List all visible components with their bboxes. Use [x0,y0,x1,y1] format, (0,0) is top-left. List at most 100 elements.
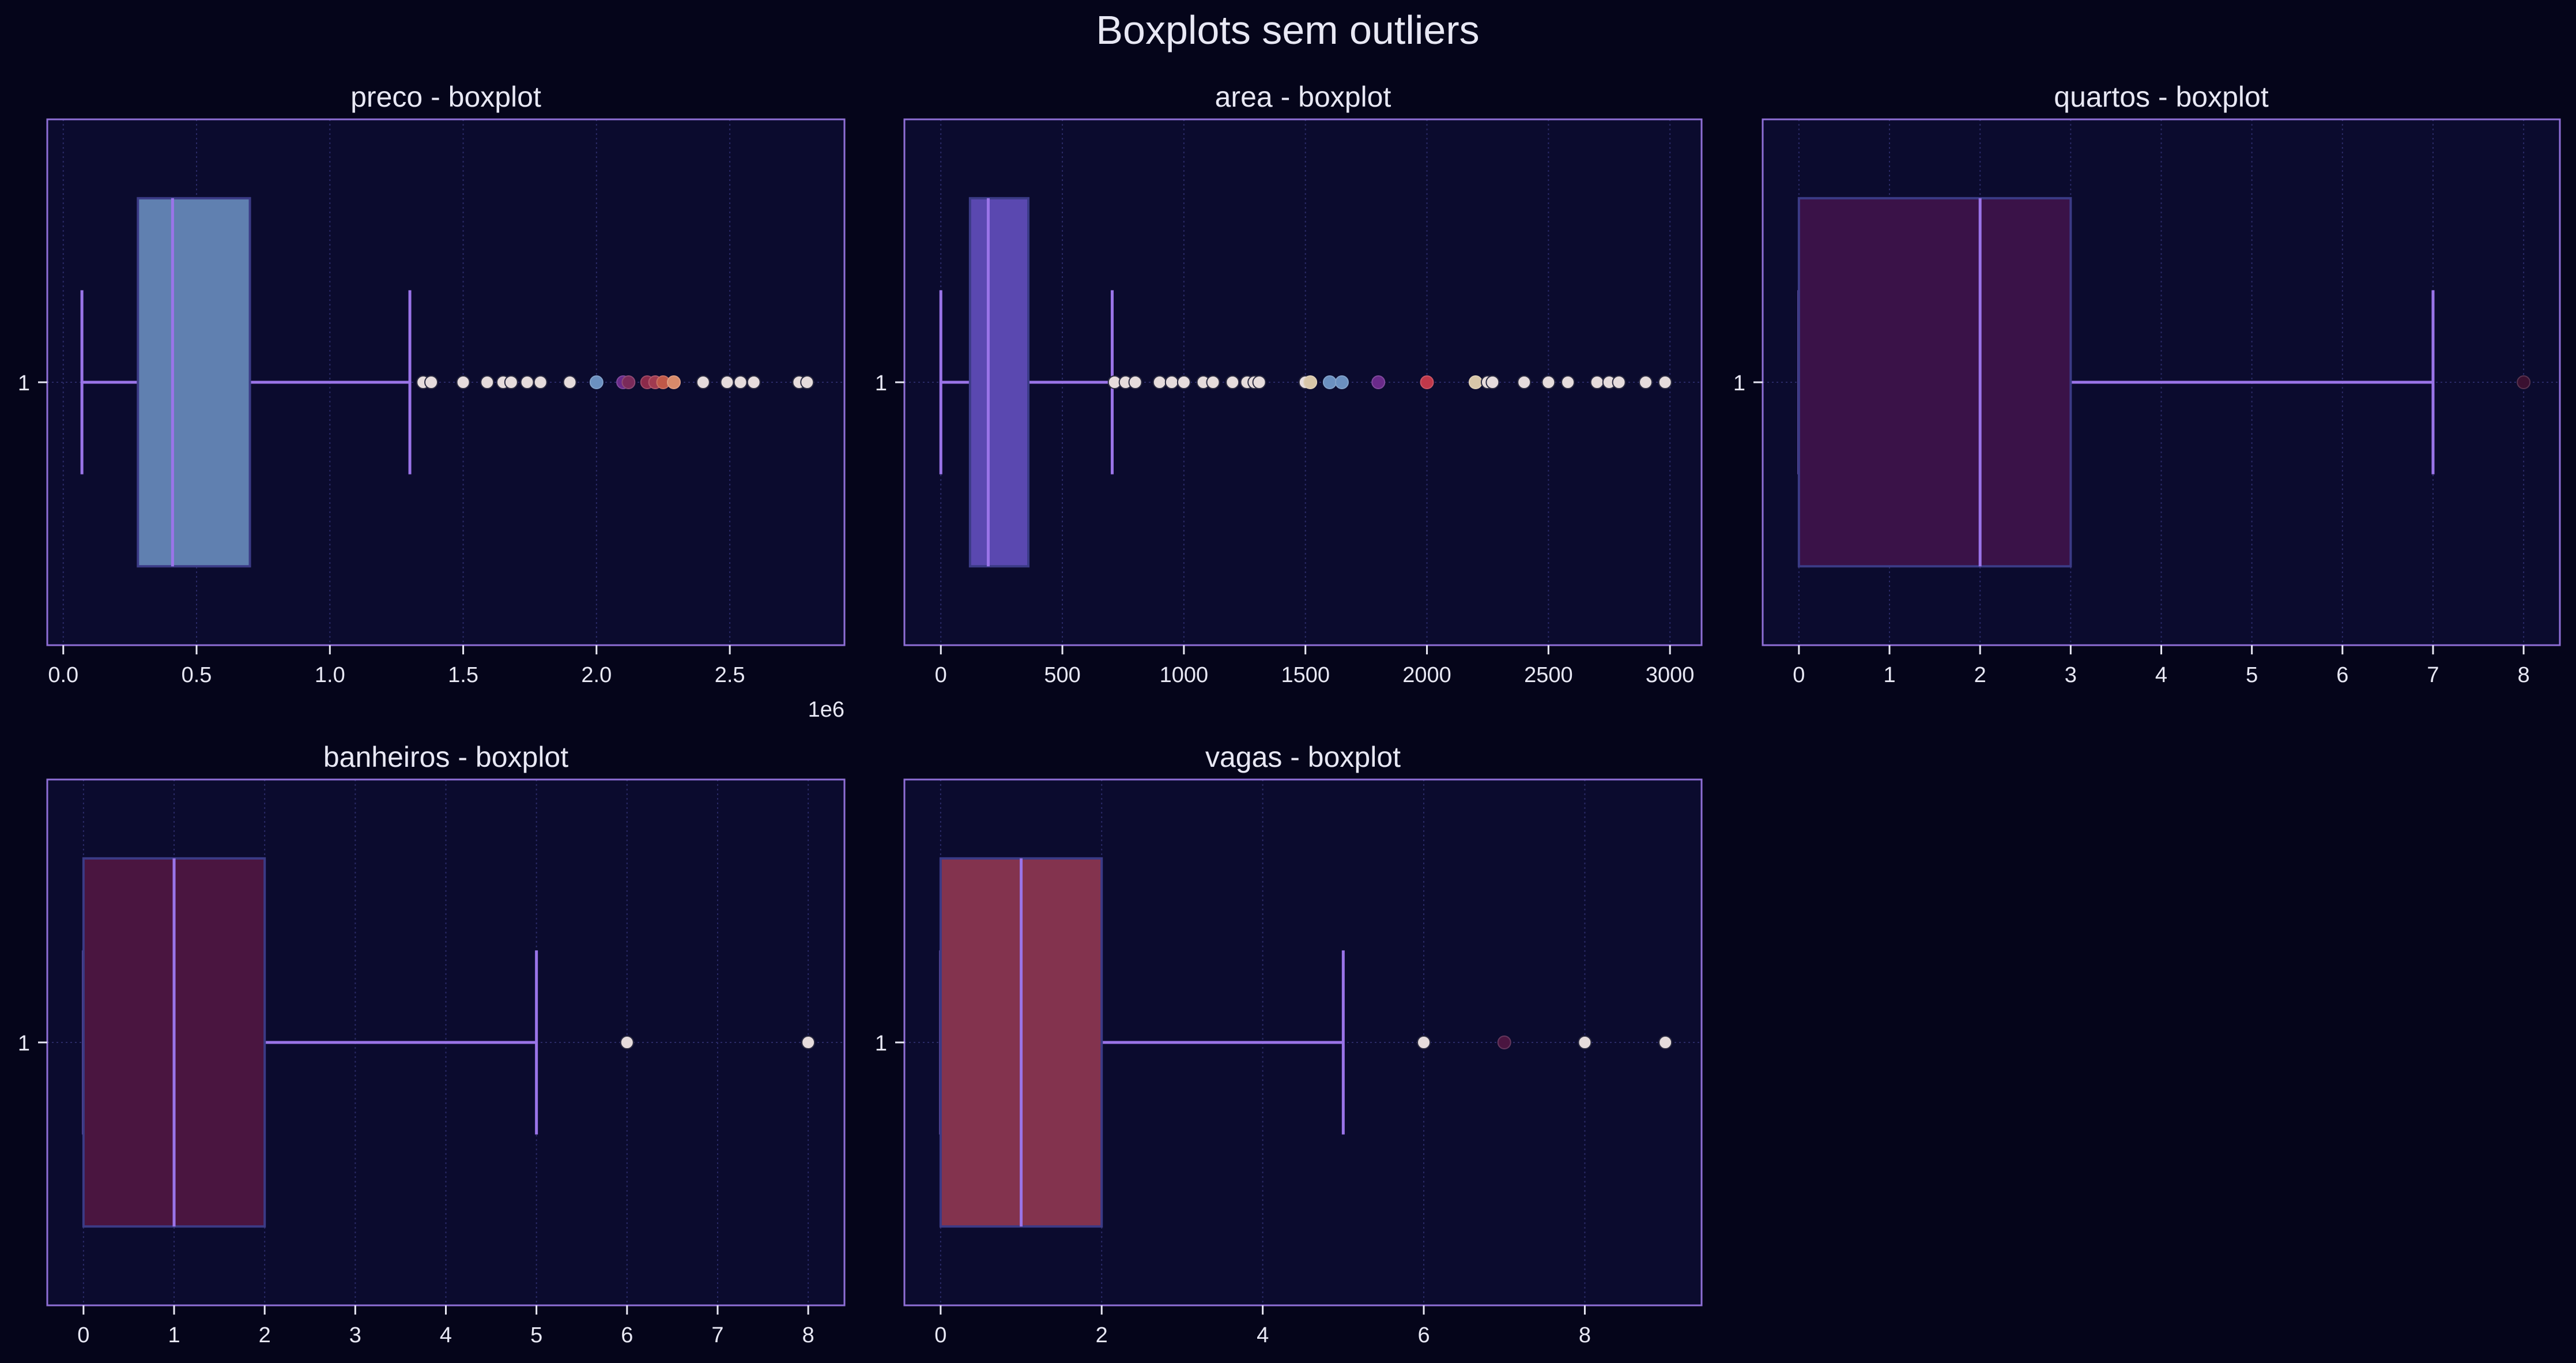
outlier-point [1225,375,1240,389]
outlier-point [480,375,495,389]
x-tick-label: 500 [1044,663,1080,687]
y-tick-label: 1 [1733,371,1745,396]
y-tick-label: 1 [875,1031,887,1056]
box [968,197,1030,568]
y-tick-label: 1 [18,371,30,396]
subplot-title: quartos - boxplot [2054,81,2269,113]
outlier-point [800,375,814,389]
outlier-point [1590,375,1604,389]
x-tick-label: 0 [934,1323,946,1347]
y-tick-label: 1 [18,1031,30,1056]
x-tick-label: 1 [168,1323,180,1347]
outlier-point [1128,375,1142,389]
outlier-point [1578,1036,1592,1049]
box [137,197,251,568]
outlier-point [1485,375,1500,389]
x-tick-label: 1.5 [448,663,478,687]
x-tick-label: 5 [2246,663,2258,687]
figure-title: Boxplots sem outliers [1096,7,1479,52]
y-tick-label: 1 [875,371,887,396]
box [1797,197,2072,568]
x-tick-label: 1000 [1160,663,1209,687]
x-tick-label: 2500 [1524,663,1573,687]
x-tick-label: 2 [1096,1323,1108,1347]
x-tick-label: 6 [2336,663,2348,687]
outlier-point [1371,375,1386,389]
outlier-point [520,375,534,389]
x-tick-label: 2000 [1402,663,1451,687]
outlier-point [1561,375,1575,389]
x-tick-label: 1500 [1281,663,1330,687]
subplot-3: 0 1 2 3 4 5 6 7 8 1 banheiros - boxplot [18,741,846,1347]
x-tick-label: 0.0 [48,663,78,687]
subplot-title: preco - boxplot [350,81,541,113]
x-tick-label: 0.5 [182,663,212,687]
outlier-point [1517,375,1532,389]
subplot-2: 0 1 2 3 4 5 6 7 8 1 quartos - boxplot [1733,81,2561,687]
x-tick-label: 2 [1974,663,1986,687]
outlier-point [1176,375,1191,389]
outlier-point [1152,375,1167,389]
x-tick-label: 8 [1579,1323,1591,1347]
outlier-point [666,375,681,389]
outlier-point [533,375,548,389]
axis-offset-label: 1e6 [808,698,844,722]
outlier-point [1639,375,1653,389]
outlier-point [1658,375,1672,389]
outlier-point [589,375,604,389]
subplot-title: area - boxplot [1215,81,1391,113]
x-tick-label: 8 [802,1323,814,1347]
x-tick-label: 4 [440,1323,452,1347]
x-tick-label: 4 [2155,663,2167,687]
outlier-point [1658,1036,1673,1049]
subplot-4: 0 2 4 6 8 1 vagas - boxplot [875,741,1703,1347]
outlier-point [1334,375,1349,389]
outlier-point [424,375,439,389]
x-tick-label: 8 [2518,663,2530,687]
outlier-point [2517,375,2531,389]
outlier-point [746,375,761,389]
x-tick-label: 6 [1417,1323,1430,1347]
outlier-point [1322,375,1337,389]
outlier-point [1420,375,1434,389]
outlier-point [456,375,470,389]
subplot-title: banheiros - boxplot [323,741,568,773]
outlier-point [1417,1036,1431,1049]
outlier-point [1612,375,1626,389]
outlier-point [696,375,710,389]
x-tick-label: 0 [1793,663,1805,687]
outlier-point [621,375,636,389]
x-tick-label: 1.0 [315,663,345,687]
outlier-point [1206,375,1220,389]
outlier-point [1541,375,1556,389]
subplot-title: vagas - boxplot [1205,741,1401,773]
subplot-1: 0 500 1000 1500 2000 2500 3000 1 area - boxplot [875,81,1703,687]
outlier-point [1252,375,1266,389]
outlier-point [720,375,734,389]
outlier-point [733,375,748,389]
outlier-point [620,1036,634,1049]
outlier-point [1468,375,1483,389]
x-tick-label: 3 [349,1323,361,1347]
outlier-point [563,375,577,389]
outlier-point [1303,375,1318,389]
x-tick-label: 2 [259,1323,271,1347]
x-tick-label: 6 [621,1323,633,1347]
outlier-point [1497,1036,1511,1049]
x-tick-label: 4 [1257,1323,1269,1347]
x-tick-label: 7 [2427,663,2439,687]
x-tick-label: 7 [711,1323,723,1347]
x-tick-label: 5 [530,1323,542,1347]
x-tick-label: 0 [935,663,947,687]
x-tick-label: 0 [77,1323,89,1347]
outlier-point [1164,375,1179,389]
outlier-point [504,375,518,389]
x-tick-label: 1 [1883,663,1895,687]
x-tick-label: 2.0 [581,663,612,687]
x-tick-label: 2.5 [715,663,745,687]
outlier-point [801,1036,816,1049]
subplot-0: 0.0 0.5 1.0 1.5 2.0 2.5 1 preco - boxplot 1e6 [18,81,846,722]
x-tick-label: 3 [2065,663,2077,687]
